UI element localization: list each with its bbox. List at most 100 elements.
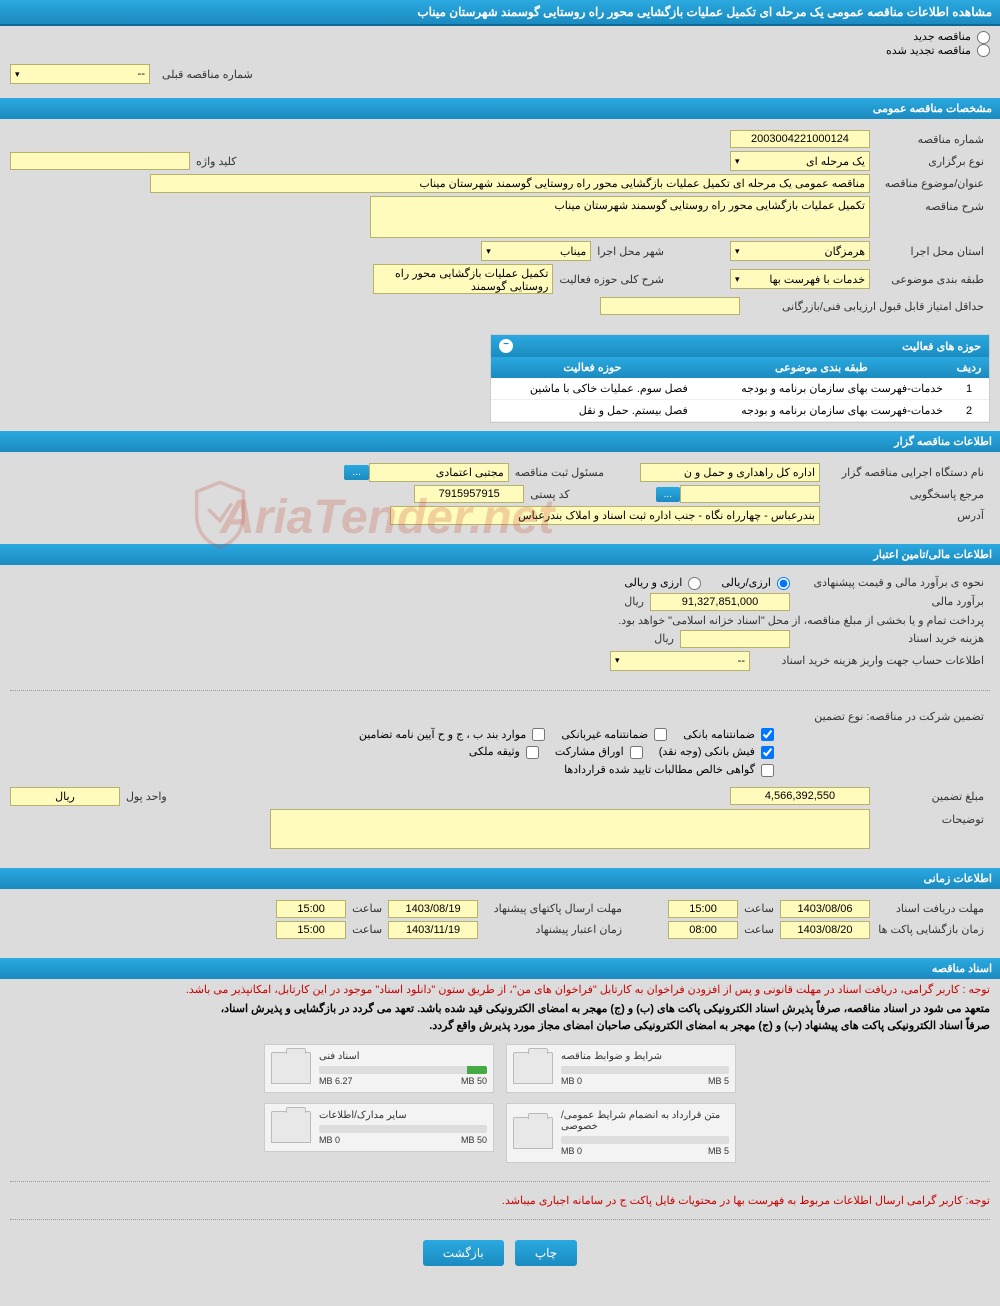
resp-label: مرجع پاسخگویی <box>820 488 990 501</box>
col-row: ردیف <box>949 357 989 378</box>
resp-field[interactable] <box>680 485 820 503</box>
guarantee-label: تضمین شرکت در مناقصه: نوع تضمین <box>808 710 990 723</box>
send-time[interactable]: 15:00 <box>276 900 346 918</box>
post-label: کد پستی <box>524 488 575 501</box>
watermark-shield-icon <box>190 480 250 550</box>
doc-box[interactable]: سایر مدارک/اطلاعات 50 MB0 MB <box>264 1103 494 1152</box>
radio-renewed[interactable] <box>977 44 990 57</box>
type-label: نوع برگزاری <box>870 155 990 168</box>
post-field[interactable]: 7915957915 <box>414 485 524 503</box>
check-bylaw[interactable] <box>532 728 545 741</box>
check-property[interactable] <box>526 746 539 759</box>
receive-label: مهلت دریافت اسناد <box>870 902 990 915</box>
folder-icon <box>271 1052 311 1084</box>
desc-field[interactable]: تکمیل عملیات بازگشایی محور راه روستایی گ… <box>370 196 870 238</box>
guarantee-amount-field[interactable]: 4,566,392,550 <box>730 787 870 805</box>
radio-new-label: مناقصه جدید <box>913 31 971 43</box>
tender-mode-radios: مناقصه جدید مناقصه تجدید شده <box>0 26 1000 61</box>
account-select[interactable]: -- <box>610 651 750 671</box>
amount-field[interactable]: 91,327,851,000 <box>650 593 790 611</box>
print-button[interactable]: چاپ <box>515 1240 577 1266</box>
radio-new[interactable] <box>977 31 990 44</box>
doc-title: متن قرارداد به انضمام شرایط عمومی/خصوصی <box>561 1110 729 1132</box>
desc-label: شرح مناقصه <box>870 196 990 213</box>
min-score-field[interactable] <box>600 297 740 315</box>
open-label: زمان بازگشایی پاکت ها <box>870 923 990 936</box>
open-time[interactable]: 08:00 <box>668 921 738 939</box>
class-select[interactable]: خدمات با فهرست بها <box>730 269 870 289</box>
validity-time[interactable]: 15:00 <box>276 921 346 939</box>
section-financial: اطلاعات مالی/تامین اعتبار <box>0 544 1000 565</box>
receive-time[interactable]: 15:00 <box>668 900 738 918</box>
notes-field[interactable] <box>270 809 870 849</box>
subject-field[interactable]: مناقصه عمومی یک مرحله ای تکمیل عملیات با… <box>150 174 870 193</box>
col-scope: حوزه فعالیت <box>491 357 694 378</box>
radio-currency[interactable] <box>688 577 701 590</box>
open-date[interactable]: 1403/08/20 <box>780 921 870 939</box>
folder-icon <box>513 1117 553 1149</box>
amount-label: برآورد مالی <box>790 595 990 608</box>
validity-label: زمان اعتبار پیشنهاد <box>478 923 628 936</box>
addr-field[interactable]: بندرعباس - چهارراه نگاه - جنب اداره ثبت … <box>390 506 820 525</box>
guarantee-amount-label: مبلغ تضمین <box>870 790 990 803</box>
receive-date[interactable]: 1403/08/06 <box>780 900 870 918</box>
subject-label: عنوان/موضوع مناقصه <box>870 177 990 190</box>
province-select[interactable]: هرمزگان <box>730 241 870 261</box>
est-label: نحوه ی برآورد مالی و قیمت پیشنهادی <box>790 576 990 589</box>
doc-cost-field[interactable] <box>680 630 790 648</box>
doc-cost-unit: ریال <box>648 632 680 645</box>
docs-note-1: توجه : کاربر گرامی، دریافت اسناد در مهلت… <box>0 979 1000 1000</box>
currency-field: ریال <box>10 787 120 806</box>
page-title: مشاهده اطلاعات مناقصه عمومی یک مرحله ای … <box>0 0 1000 26</box>
reg-field: مجتبی اعتمادی <box>369 463 509 482</box>
time-label-4: ساعت <box>346 923 388 936</box>
amount-unit: ریال <box>618 595 650 608</box>
radio-renewed-label: مناقصه تجدید شده <box>886 45 971 57</box>
notes-label: توضیحات <box>870 809 990 826</box>
radio-rial[interactable] <box>777 577 790 590</box>
prev-tender-select[interactable]: -- <box>10 64 150 84</box>
org-label: نام دستگاه اجرایی مناقصه گزار <box>820 466 990 479</box>
footer-note: توجه: کاربر گرامی ارسال اطلاعات مربوط به… <box>0 1190 1000 1211</box>
type-select[interactable]: یک مرحله ای <box>730 151 870 171</box>
keyword-label: کلید واژه <box>190 155 242 168</box>
section-docs: اسناد مناقصه <box>0 958 1000 979</box>
doc-box[interactable]: شرایط و ضوابط مناقصه 5 MB0 MB <box>506 1044 736 1093</box>
org-field: اداره کل راهداری و حمل و ن <box>640 463 820 482</box>
keyword-field[interactable] <box>10 152 190 170</box>
check-nonbank[interactable] <box>654 728 667 741</box>
send-date[interactable]: 1403/08/19 <box>388 900 478 918</box>
dots-button[interactable]: ... <box>344 465 368 480</box>
payment-note: پرداخت تمام و یا بخشی از مبلغ مناقصه، از… <box>612 614 990 627</box>
check-bank[interactable] <box>761 728 774 741</box>
doc-box[interactable]: اسناد فنی 50 MB6.27 MB <box>264 1044 494 1093</box>
class-label: طبقه بندی موضوعی <box>870 273 990 286</box>
validity-date[interactable]: 1403/11/19 <box>388 921 478 939</box>
docs-note-3: صرفاً اسناد الکترونیکی پاکت های پیشنهاد … <box>0 1017 1000 1034</box>
check-cash[interactable] <box>761 746 774 759</box>
currency-label: واحد پول <box>120 790 173 803</box>
city-select[interactable]: میناب <box>481 241 591 261</box>
folder-icon <box>271 1111 311 1143</box>
back-button[interactable]: بازگشت <box>423 1240 504 1266</box>
doc-title: اسناد فنی <box>319 1051 487 1062</box>
activities-title: حوزه های فعالیت <box>902 340 981 353</box>
section-general: مشخصات مناقصه عمومی <box>0 98 1000 119</box>
dots-button-2[interactable]: ... <box>656 487 680 502</box>
table-row: 1 خدمات-فهرست بهای سازمان برنامه و بودجه… <box>491 378 989 400</box>
city-label: شهر محل اجرا <box>591 245 670 258</box>
check-bonds[interactable] <box>630 746 643 759</box>
check-receivables[interactable] <box>761 764 774 777</box>
doc-title: سایر مدارک/اطلاعات <box>319 1110 487 1121</box>
section-organizer: اطلاعات مناقصه گزار <box>0 431 1000 452</box>
scope-field[interactable]: تکمیل عملیات بازگشایی محور راه روستایی گ… <box>373 264 553 294</box>
docs-note-2: متعهد می شود در اسناد مناقصه، صرفاً پذیر… <box>0 1000 1000 1017</box>
prev-tender-label: شماره مناقصه قبلی <box>156 68 259 81</box>
time-label-3: ساعت <box>738 923 780 936</box>
scope-label: شرح کلی حوزه فعالیت <box>553 273 670 286</box>
doc-title: شرایط و ضوابط مناقصه <box>561 1051 729 1062</box>
addr-label: آدرس <box>820 509 990 522</box>
collapse-icon[interactable]: − <box>499 339 513 353</box>
doc-box[interactable]: متن قرارداد به انضمام شرایط عمومی/خصوصی … <box>506 1103 736 1163</box>
time-label-1: ساعت <box>738 902 780 915</box>
